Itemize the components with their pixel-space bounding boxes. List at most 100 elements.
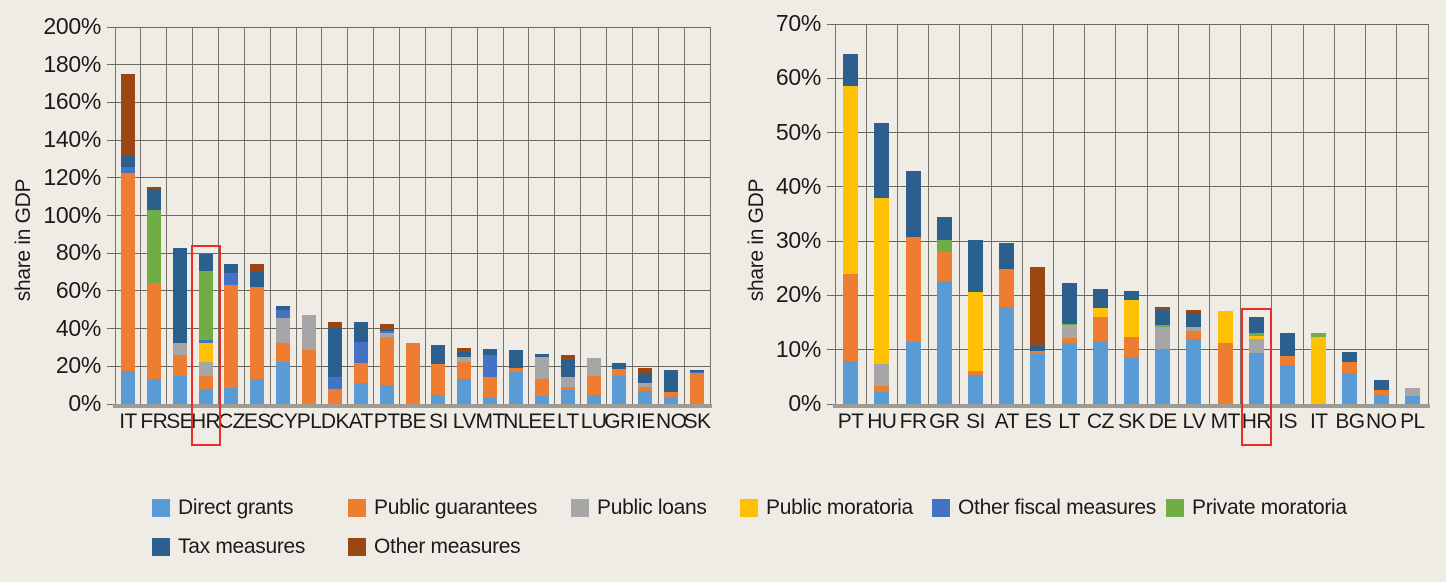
bar-segment-tax bbox=[353, 322, 368, 342]
gridline-v bbox=[554, 27, 556, 404]
x-tick-label: EE bbox=[528, 410, 556, 433]
bar-segment-direct_grants bbox=[1342, 373, 1358, 404]
bar-segment-direct_grants bbox=[638, 390, 653, 404]
y-tick-label: 70% bbox=[775, 10, 821, 36]
bar-segment-tax bbox=[1373, 380, 1389, 390]
bar-segment-tax bbox=[250, 272, 265, 288]
bar-segment-public_moratoria bbox=[198, 342, 213, 362]
legend-item-other-measures: Other measures bbox=[348, 535, 521, 558]
bar-segment-public_guarantees bbox=[1373, 389, 1389, 396]
bar-segment-direct_grants bbox=[999, 306, 1015, 404]
bar-segment-direct_grants bbox=[457, 379, 472, 404]
bar-segment-public_guarantees bbox=[1061, 337, 1077, 344]
y-tick-label: 10% bbox=[775, 335, 821, 362]
bar-segment-tax bbox=[508, 350, 523, 369]
x-tick-label: SI bbox=[429, 410, 448, 433]
legend-item-direct-grants: Direct grants bbox=[152, 496, 293, 519]
bar-segment-public_guarantees bbox=[431, 364, 446, 395]
bar-segment-private_moratoria bbox=[1155, 325, 1171, 328]
gridline-v bbox=[928, 24, 930, 404]
bar-segment-direct_grants bbox=[843, 360, 859, 404]
gridline-v bbox=[1427, 24, 1429, 404]
gridline-h bbox=[115, 26, 710, 28]
bar-segment-direct_grants bbox=[874, 391, 890, 404]
gridline-h bbox=[835, 240, 1428, 242]
bar-segment-direct_grants bbox=[1373, 395, 1389, 404]
direct-grants-swatch-icon bbox=[152, 499, 170, 517]
gridline-v bbox=[450, 27, 452, 404]
bar-segment-tax bbox=[999, 243, 1015, 270]
axis-tick bbox=[107, 403, 115, 405]
gridline-v bbox=[1333, 24, 1335, 404]
tax-measures-swatch-icon bbox=[152, 538, 170, 556]
x-tick-label: PL bbox=[296, 410, 322, 433]
y-tick-label: 30% bbox=[775, 227, 821, 254]
public-moratoria-swatch-icon bbox=[740, 499, 758, 517]
bar-segment-direct_grants bbox=[508, 371, 523, 404]
bar-segment-public_moratoria bbox=[1124, 300, 1139, 337]
bar-segment-public_moratoria bbox=[1092, 308, 1108, 318]
bar-segment-public_guarantees bbox=[146, 283, 161, 380]
bar-segment-public_guarantees bbox=[1342, 362, 1358, 374]
bar-segment-direct_grants bbox=[1124, 357, 1139, 404]
bar-segment-public_loans bbox=[560, 376, 575, 388]
gridline-v bbox=[295, 27, 297, 404]
x-tick-label: BE bbox=[399, 410, 426, 433]
x-tick-label: BG bbox=[1335, 410, 1365, 433]
bar-segment-public_loans bbox=[534, 356, 549, 380]
bar-segment-private_moratoria bbox=[1311, 332, 1327, 337]
bar-segment-other bbox=[146, 187, 161, 190]
bar-segment-tax bbox=[327, 327, 342, 377]
bar-segment-public_loans bbox=[586, 357, 601, 376]
other-measures-swatch-icon bbox=[348, 538, 366, 556]
public-loans-swatch-icon bbox=[571, 499, 589, 517]
bar-segment-public_guarantees bbox=[690, 373, 705, 404]
legend-label: Public moratoria bbox=[766, 496, 913, 519]
bar-segment-direct_grants bbox=[250, 378, 265, 404]
x-tick-label: HU bbox=[867, 410, 897, 433]
gridline-v bbox=[580, 27, 582, 404]
bar-segment-public_loans bbox=[302, 315, 317, 351]
axis-tick bbox=[107, 290, 115, 292]
bar-segment-public_guarantees bbox=[905, 237, 921, 343]
legend-label: Other measures bbox=[374, 535, 521, 558]
bar-segment-public_guarantees bbox=[457, 361, 472, 380]
gridline-h bbox=[115, 252, 710, 254]
gridline-v bbox=[399, 27, 401, 404]
gridline-v bbox=[217, 27, 219, 404]
bar-segment-tax bbox=[612, 363, 627, 370]
x-tick-label: AT bbox=[348, 410, 374, 433]
x-tick-label: AT bbox=[994, 410, 1020, 433]
y-tick-label: 20% bbox=[775, 281, 821, 308]
bar-segment-public_guarantees bbox=[508, 368, 523, 372]
bar-segment-tax bbox=[146, 189, 161, 210]
gridline-v bbox=[502, 27, 504, 404]
bar-segment-other bbox=[1030, 267, 1046, 346]
gridline-v bbox=[1052, 24, 1054, 404]
bar-segment-public_moratoria bbox=[874, 197, 890, 365]
x-tick-label: HR bbox=[190, 410, 221, 433]
x-tick-label: FR bbox=[140, 410, 168, 433]
bar-segment-other bbox=[1186, 309, 1202, 313]
bar-segment-other_fiscal bbox=[327, 376, 342, 389]
y-tick-label: 0% bbox=[68, 390, 101, 416]
bar-segment-public_guarantees bbox=[664, 391, 679, 398]
bar-segment-public_guarantees bbox=[999, 269, 1015, 307]
gridline-v bbox=[834, 24, 836, 404]
public-guarantees-swatch-icon bbox=[348, 499, 366, 517]
gridline-v bbox=[1365, 24, 1367, 404]
bar-segment-direct_grants bbox=[120, 371, 135, 404]
bar-segment-public_loans bbox=[1404, 388, 1420, 397]
bar-segment-direct_grants bbox=[967, 375, 983, 404]
bar-segment-direct_grants bbox=[1404, 396, 1420, 404]
bar-segment-other bbox=[1155, 306, 1171, 311]
bar-segment-direct_grants bbox=[224, 387, 239, 404]
bar-segment-public_moratoria bbox=[1248, 335, 1264, 339]
bar-segment-direct_grants bbox=[198, 388, 213, 404]
bar-segment-direct_grants bbox=[1248, 352, 1264, 404]
bar-segment-public_guarantees bbox=[638, 387, 653, 391]
x-tick-label: FR bbox=[899, 410, 927, 433]
y-tick-label: 160% bbox=[43, 88, 101, 115]
bar-segment-private_moratoria bbox=[936, 240, 952, 252]
highlight-box-HR bbox=[190, 244, 221, 446]
